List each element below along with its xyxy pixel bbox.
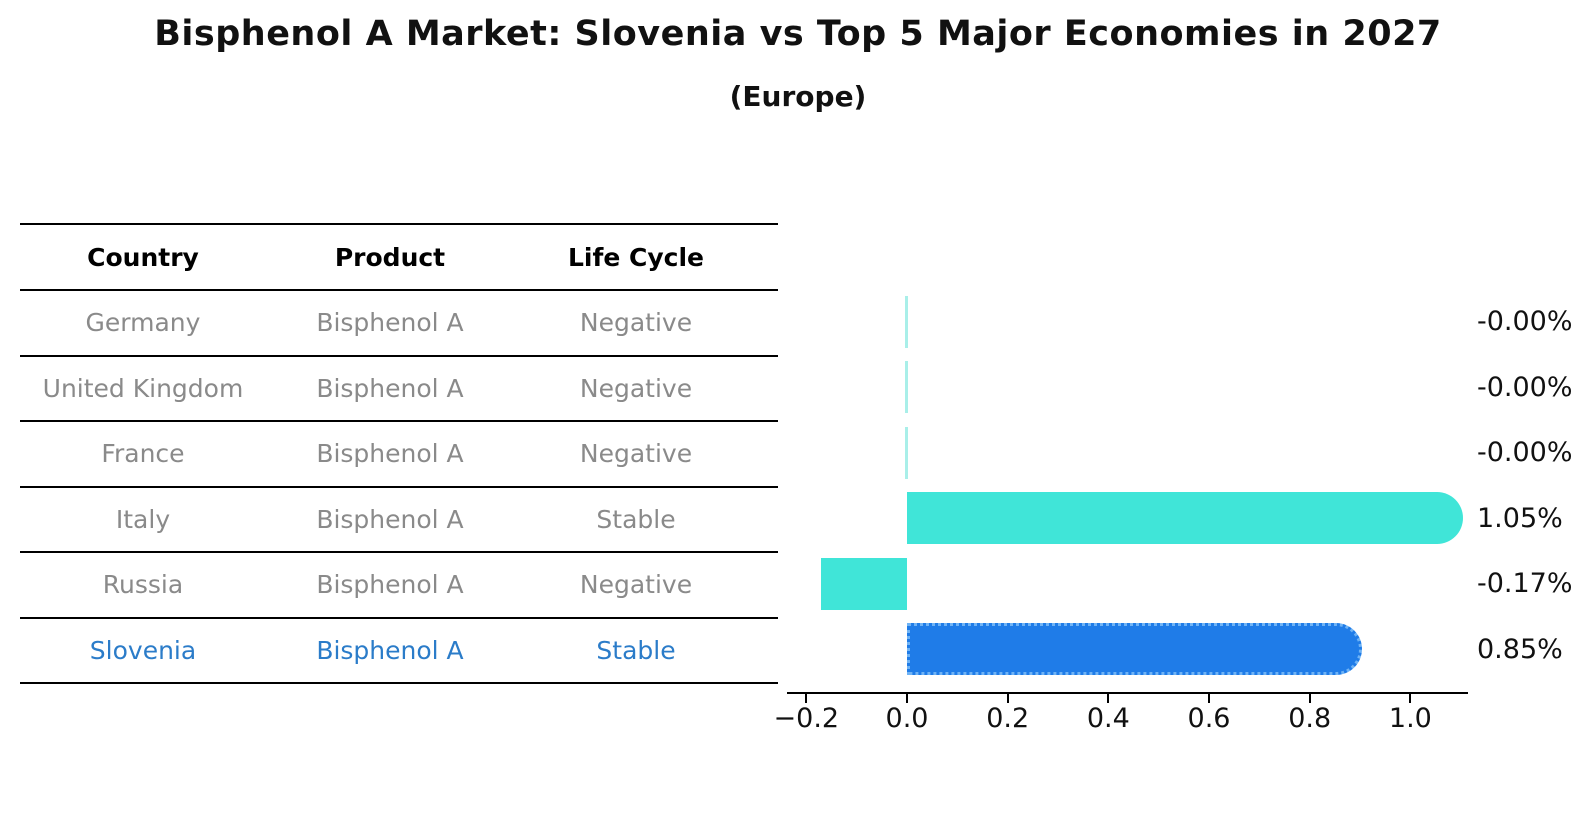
column-header-product: Product [334, 242, 446, 272]
table-row: Italy Bisphenol A Stable [20, 488, 778, 553]
table-cell-life-cycle: Negative [579, 570, 693, 600]
x-axis-tick-label: 0.6 [1187, 703, 1231, 734]
table-cell-country: France [101, 439, 185, 469]
table-row: France Bisphenol A Negative [20, 422, 778, 488]
x-axis-tick-mark [906, 694, 908, 703]
x-axis-tick-mark [1006, 694, 1009, 703]
page-title: Bisphenol A Market: Slovenia vs Top 5 Ma… [154, 14, 1442, 54]
bar [907, 492, 1463, 545]
x-axis-line [787, 692, 1468, 694]
table-row: Germany Bisphenol A Negative [20, 291, 778, 357]
table-cell-life-cycle: Stable [596, 635, 676, 665]
bar-value-label: 0.85% [1477, 633, 1563, 665]
table-cell-product: Bisphenol A [316, 373, 464, 403]
table-cell-product: Bisphenol A [316, 439, 464, 469]
table-row: Russia Bisphenol A Negative [20, 553, 778, 619]
table-cell-product: Bisphenol A [316, 635, 464, 665]
x-axis-tick-mark [805, 694, 808, 703]
table-cell-product: Bisphenol A [316, 308, 464, 338]
table-cell-country: United Kingdom [42, 373, 244, 403]
x-axis-tick-label: 0.0 [885, 703, 929, 734]
x-axis-tick-label: 1.0 [1388, 703, 1432, 734]
x-axis-tick-mark [1409, 694, 1412, 703]
comparison-table: Country Product Life Cycle Germany Bisphe… [20, 223, 778, 684]
table-row: Slovenia Bisphenol A Stable [20, 619, 778, 684]
table-cell-life-cycle: Stable [596, 504, 676, 534]
bar-value-label: -0.00% [1477, 437, 1573, 469]
column-header-life-cycle: Life Cycle [567, 242, 705, 272]
x-axis-tick-mark [1107, 694, 1110, 703]
table-cell-life-cycle: Negative [579, 373, 693, 403]
x-axis-tick-mark [1208, 694, 1211, 703]
x-axis-tick-label: 0.8 [1288, 703, 1332, 734]
bar-value-label: -0.00% [1477, 306, 1573, 338]
bar-near-zero [904, 361, 908, 414]
table-header-row: Country Product Life Cycle [20, 225, 778, 291]
bar-value-label: -0.17% [1477, 568, 1573, 600]
x-axis-tick-mark [1308, 694, 1311, 703]
page-subtitle: (Europe) [729, 80, 867, 113]
column-header-country: Country [87, 242, 199, 272]
table-cell-country: Slovenia [89, 635, 197, 665]
table-cell-product: Bisphenol A [316, 504, 464, 534]
bar-highlighted [907, 623, 1362, 676]
bar [821, 557, 907, 610]
x-axis-tick-label: −0.2 [773, 703, 840, 734]
bar-near-zero [904, 426, 908, 479]
table-row: United Kingdom Bisphenol A Negative [20, 357, 778, 422]
table-cell-country: Russia [102, 570, 184, 600]
bar-near-zero [904, 295, 908, 348]
table-cell-life-cycle: Negative [579, 308, 693, 338]
table-cell-country: Italy [115, 504, 171, 534]
table-cell-life-cycle: Negative [579, 439, 693, 469]
table-body: Germany Bisphenol A Negative United Kingdom… [20, 291, 778, 684]
x-axis-tick-label: 0.4 [1086, 703, 1130, 734]
bar-value-label: -0.00% [1477, 371, 1573, 403]
bar-value-label: 1.05% [1477, 502, 1563, 534]
table-cell-country: Germany [85, 308, 201, 338]
x-axis-tick-label: 0.2 [986, 703, 1030, 734]
table-cell-product: Bisphenol A [316, 570, 464, 600]
